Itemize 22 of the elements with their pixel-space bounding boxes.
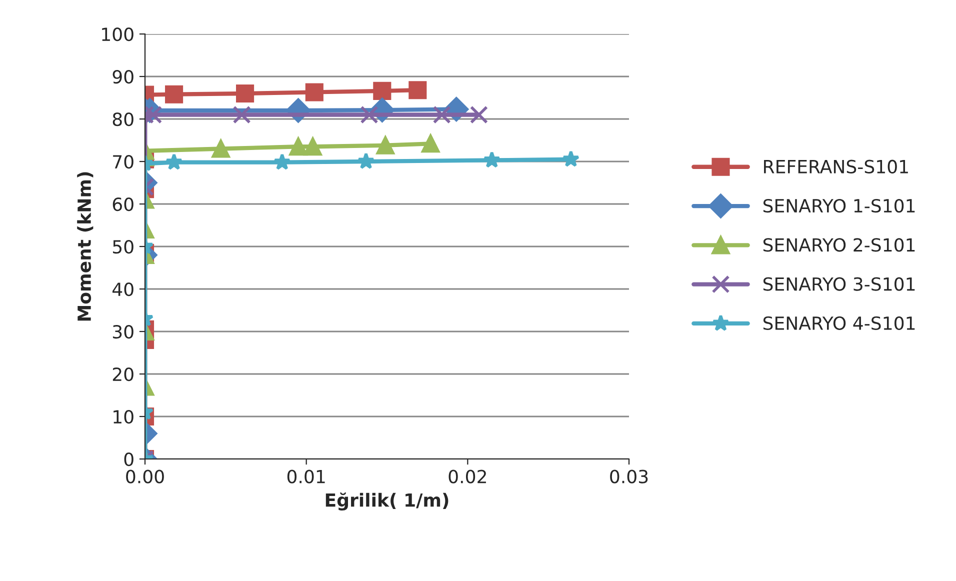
y-tick-label: 50 [113, 240, 134, 254]
y-axis-title: Moment (kNm) [77, 172, 94, 321]
x-axis-title: Eğrilik( 1/m) [326, 492, 448, 510]
y-tick-label: 60 [112, 197, 134, 212]
legend-label: SENARYO 1-S101 [763, 198, 915, 213]
x-tick-label: 0.03 [610, 470, 648, 484]
y-tick-label: 0 [124, 452, 134, 466]
y-tick-label: 10 [114, 410, 134, 424]
x-tick-label: 0.02 [448, 470, 486, 484]
y-tick-label: 80 [112, 112, 134, 126]
y-tick-label: 90 [112, 70, 134, 84]
y-tick-label: 70 [113, 154, 134, 169]
y-tick-label: 30 [112, 324, 134, 339]
y-tick-label: 100 [102, 27, 134, 42]
legend-label: SENARYO 3-S101 [763, 277, 915, 291]
legend-label: SENARYO 4-S101 [763, 316, 915, 330]
y-tick-label: 20 [112, 367, 134, 382]
y-tick-label: 40 [112, 282, 134, 296]
legend-label: SENARYO 2-S101 [763, 238, 915, 252]
legend-label: REFERANS-S101 [764, 160, 908, 174]
x-tick-label: 0.01 [287, 470, 325, 484]
x-tick-label: 0.00 [126, 470, 164, 484]
